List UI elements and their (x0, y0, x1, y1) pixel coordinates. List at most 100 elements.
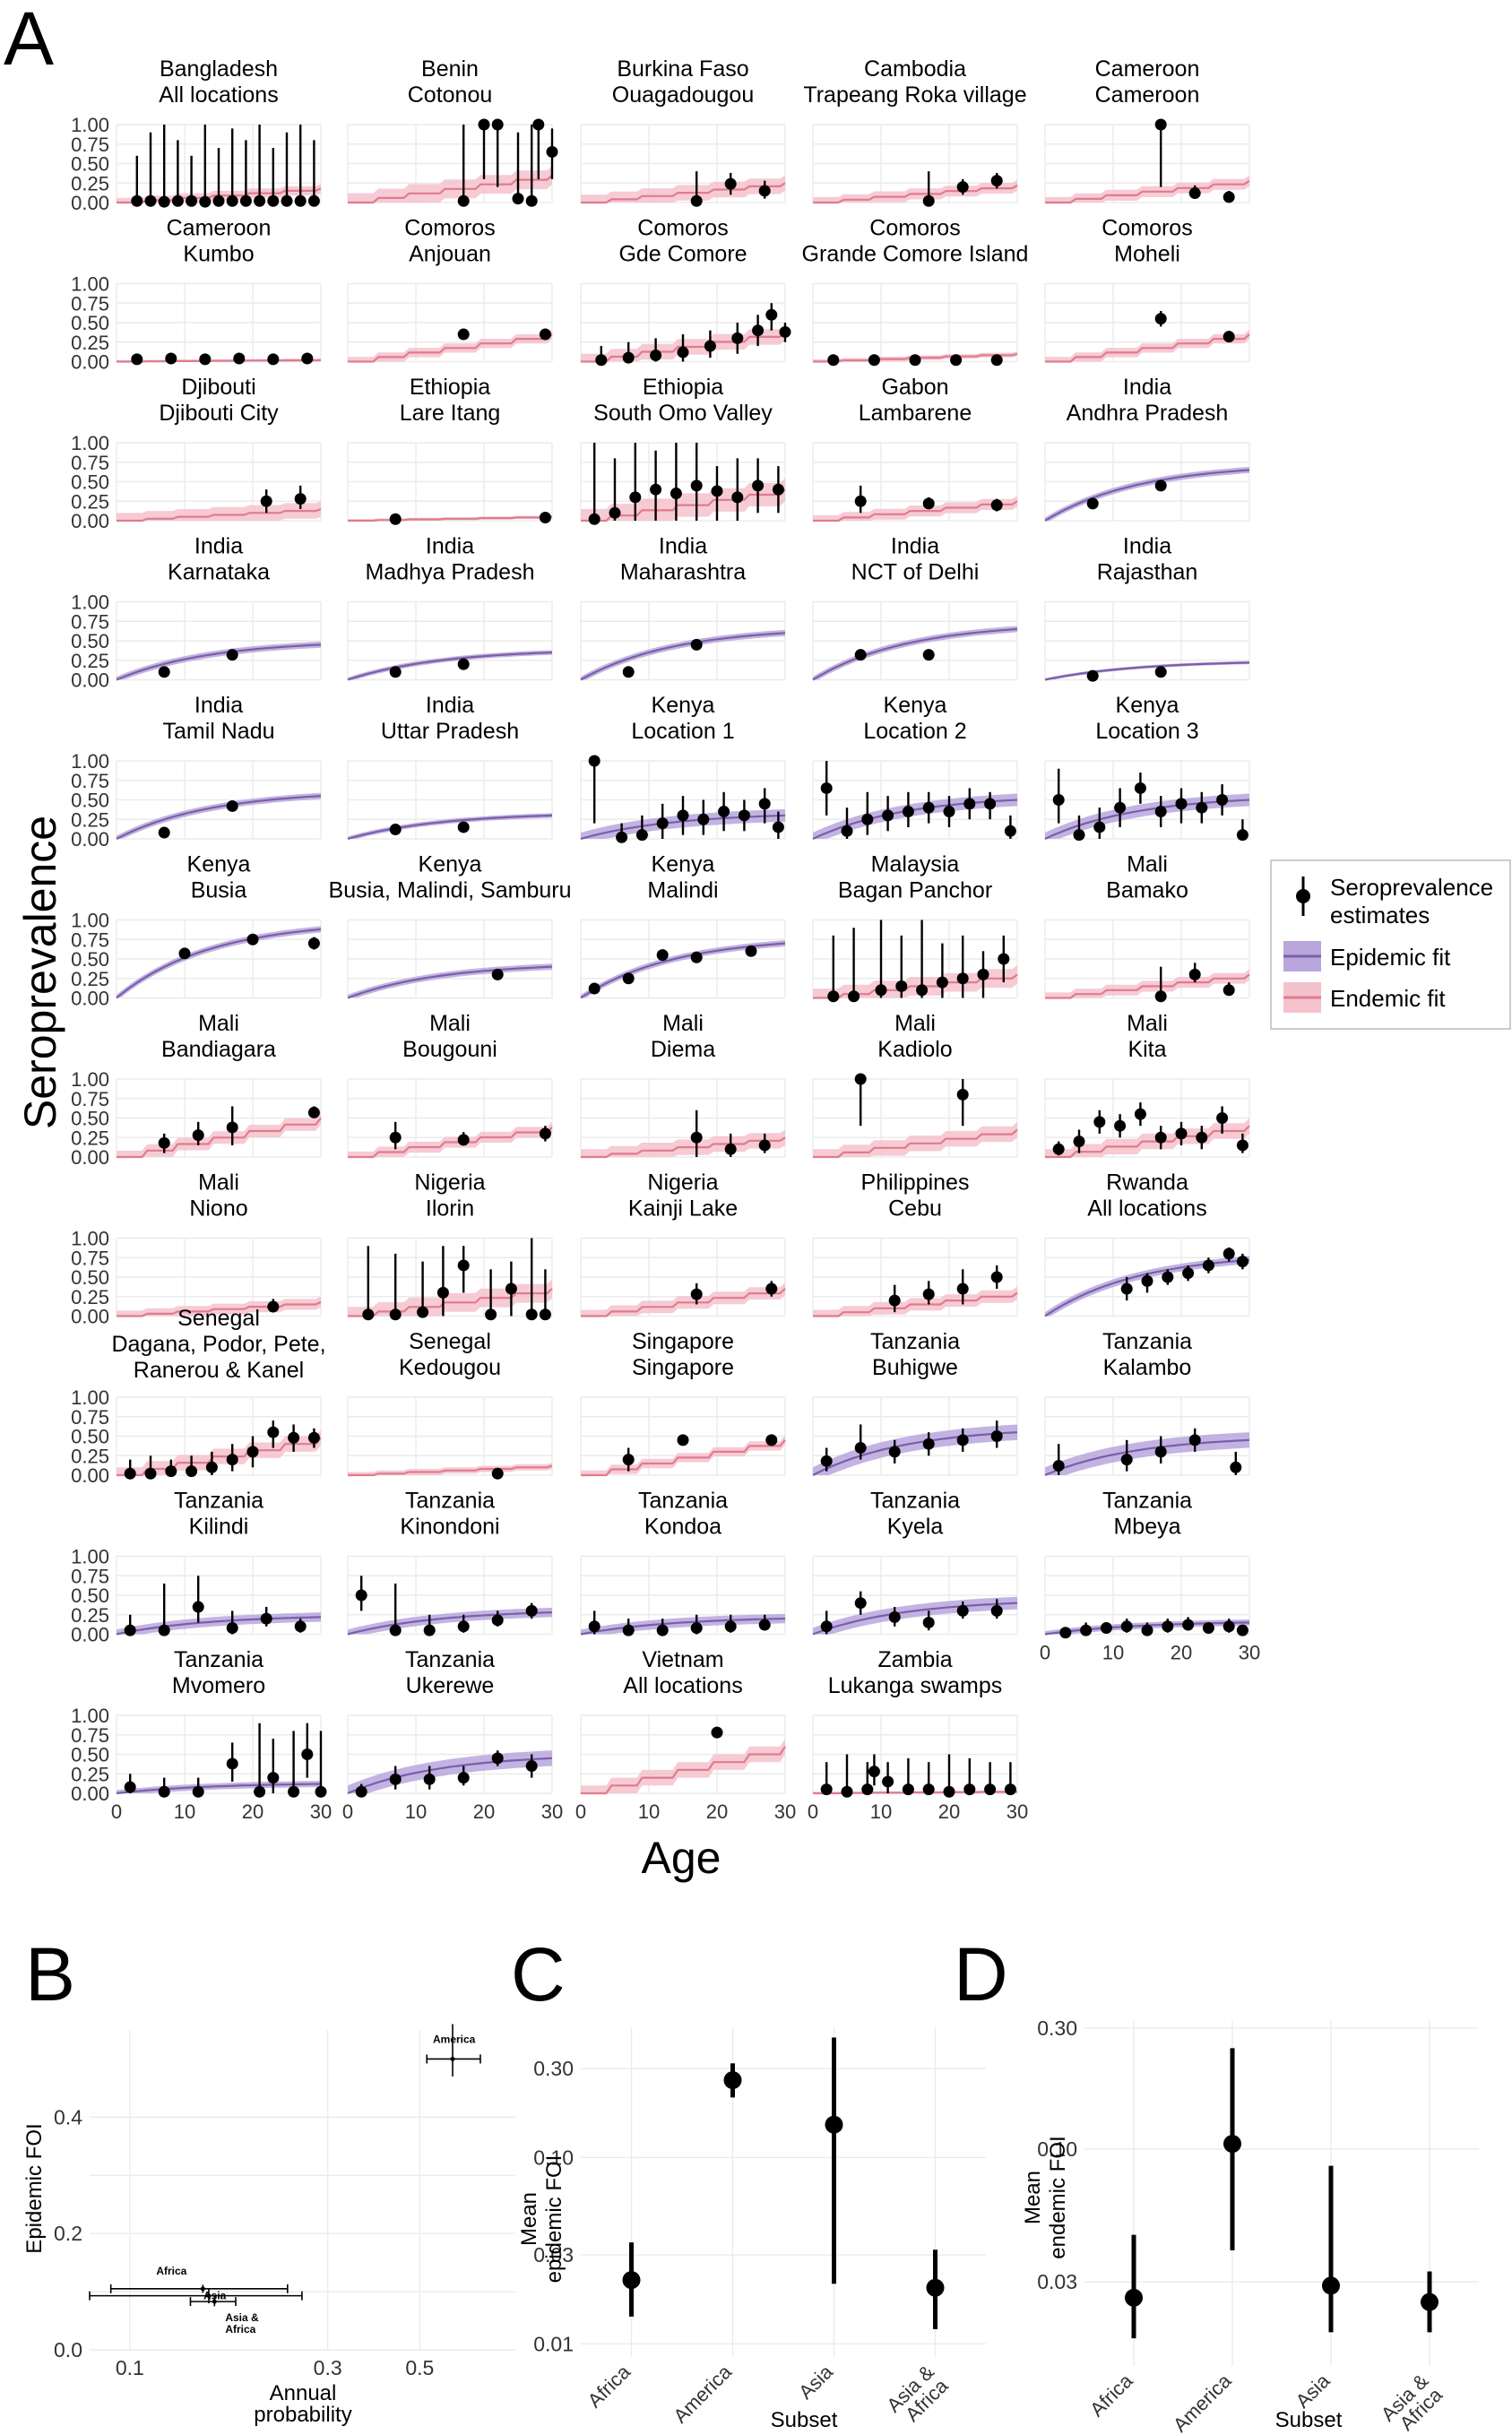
y-tick-label: 0.00 (71, 988, 109, 1010)
x-tick-label: 30 (774, 1800, 796, 1823)
seroprevalence-point (1223, 331, 1235, 343)
facet-location: Uttar Pradesh (381, 719, 519, 744)
facet-title: Burkina Faso Ouagadougou (612, 56, 754, 108)
seroprevalence-point (1114, 1119, 1127, 1132)
seroprevalence-point (977, 968, 989, 980)
x-tick-label: 0.1 (116, 2356, 144, 2379)
y-tick-label: 0.00 (71, 351, 109, 374)
seroprevalence-point (820, 781, 833, 794)
seroprevalence-point (990, 1271, 1003, 1283)
endemic-fit-line (117, 1300, 322, 1317)
foi-point (622, 2271, 641, 2290)
facet-location: All locations (1087, 1196, 1206, 1222)
seroprevalence-point (539, 328, 551, 341)
seroprevalence-point (629, 491, 642, 504)
endemic-fit-band (348, 1279, 552, 1317)
facet-location: Madhya Pradesh (365, 560, 534, 585)
x-tick-label: 10 (870, 1800, 892, 1823)
facet-country: Tanzania (405, 1489, 495, 1514)
facet-kenya-busia: Kenya Busia 0.000.250.500.751.00 (71, 852, 322, 1010)
seroprevalence-point (779, 325, 791, 338)
panel-d-endemic-foi: 0.03 0.10 0.30 Africa America Asia Asia &Afric… (1021, 2016, 1479, 2435)
seroprevalence-point (1230, 1461, 1242, 1473)
epidemic-fit-line (812, 1602, 1018, 1636)
seroprevalence-point (1223, 984, 1235, 997)
facet-title: Mali Bamako (1106, 852, 1188, 903)
seroprevalence-point (1154, 1131, 1167, 1144)
endemic-fit-band (813, 179, 1017, 203)
y-tick-label: 1.00 (71, 1546, 109, 1568)
foi-point (1421, 2293, 1439, 2311)
facet-country: Tanzania (174, 1647, 264, 1672)
legend-estimate-point (1296, 889, 1310, 903)
y-tick-label: 0.50 (71, 471, 109, 494)
facet-title: Nigeria Kainji Lake (628, 1170, 738, 1222)
seroprevalence-point (854, 649, 867, 661)
x-tick-label: 30 (310, 1800, 332, 1823)
seroprevalence-point (307, 194, 320, 207)
region-point (206, 2293, 212, 2299)
seroprevalence-point (1236, 1256, 1248, 1268)
seroprevalence-point (1236, 1139, 1248, 1152)
y-tick-label: 0.0 (54, 2338, 82, 2362)
facet-location: Karnataka (168, 560, 270, 585)
facet-title: Tanzania Kinondoni (400, 1489, 499, 1540)
facet-location: Kondoa (644, 1515, 721, 1540)
y-axis-title: Epidemic FOI (22, 2123, 47, 2253)
facet-title: India Andhra Pradesh (1067, 375, 1229, 426)
seroprevalence-point (609, 506, 621, 519)
point-label: Africa (156, 2265, 186, 2277)
facet-location: Busia, Malindi, Samburu (329, 878, 572, 903)
seroprevalence-point (539, 1308, 551, 1321)
seroprevalence-point (854, 495, 867, 507)
y-tick-label: 0.75 (71, 928, 109, 951)
seroprevalence-point (595, 354, 608, 367)
facet-title: Tanzania Mbeya (1102, 1489, 1192, 1540)
endemic-fit-line (1045, 973, 1250, 999)
seroprevalence-point (1175, 1127, 1188, 1140)
facet-india-karnataka: India Karnataka 0.000.250.500.751.00 (71, 534, 322, 692)
facet-india-maharashtra: India Maharashtra (580, 534, 786, 681)
epidemic-fit-band (1045, 467, 1249, 521)
facet-country: Kenya (884, 693, 947, 718)
facet-kenya-malindi: Kenya Malindi (580, 852, 786, 999)
seroprevalence-point (158, 1624, 170, 1636)
foi-point (1223, 2135, 1241, 2154)
epidemic-fit-line (116, 1783, 321, 1795)
seroprevalence-point (226, 1121, 238, 1134)
x-tick-label-line: Africa (1085, 2369, 1137, 2421)
seroprevalence-point (656, 1624, 669, 1636)
x-axis-title: Age (642, 1833, 721, 1883)
seroprevalence-point (1188, 187, 1201, 200)
y-tick-label: 1.00 (71, 114, 109, 136)
seroprevalence-point (491, 1467, 504, 1480)
seroprevalence-point (690, 1288, 703, 1300)
seroprevalence-point (956, 972, 969, 985)
facet-title: Mali Bandiagara (161, 1011, 276, 1062)
y-tick-label: 0.00 (71, 1464, 109, 1487)
seroprevalence-point (752, 479, 765, 492)
x-axis-title-line: probability (254, 2403, 351, 2427)
seroprevalence-point (656, 949, 669, 962)
region-point (212, 2299, 217, 2304)
facet-senegal-kedougou: Senegal Kedougou (347, 1329, 553, 1480)
seroprevalence-point (827, 354, 840, 367)
facet-country: Ethiopia (643, 375, 723, 400)
y-tick-label: 0.75 (71, 770, 109, 792)
seroprevalence-point (192, 1601, 204, 1613)
legend-endemic-label: Endemic fit (1330, 985, 1446, 1012)
epidemic-fit-band (348, 813, 552, 839)
seroprevalence-point (1154, 1446, 1167, 1458)
seroprevalence-point (588, 1620, 600, 1633)
facet-burkina-faso-ouagadougou: Burkina Faso Ouagadougou (580, 56, 786, 207)
y-tick-label: 0.75 (71, 610, 109, 633)
panel-c-label: C (511, 1932, 566, 2016)
seroprevalence-point (186, 1465, 198, 1478)
seroprevalence-point (936, 976, 948, 989)
seroprevalence-point (1120, 1282, 1133, 1295)
y-tick-label: 0.00 (71, 669, 109, 692)
facet-tanzania-ukerewe: Tanzania Ukerewe 0 10 20 30 (342, 1647, 563, 1823)
x-tick-label-line: America (1169, 2369, 1236, 2435)
seroprevalence-point (956, 181, 969, 194)
